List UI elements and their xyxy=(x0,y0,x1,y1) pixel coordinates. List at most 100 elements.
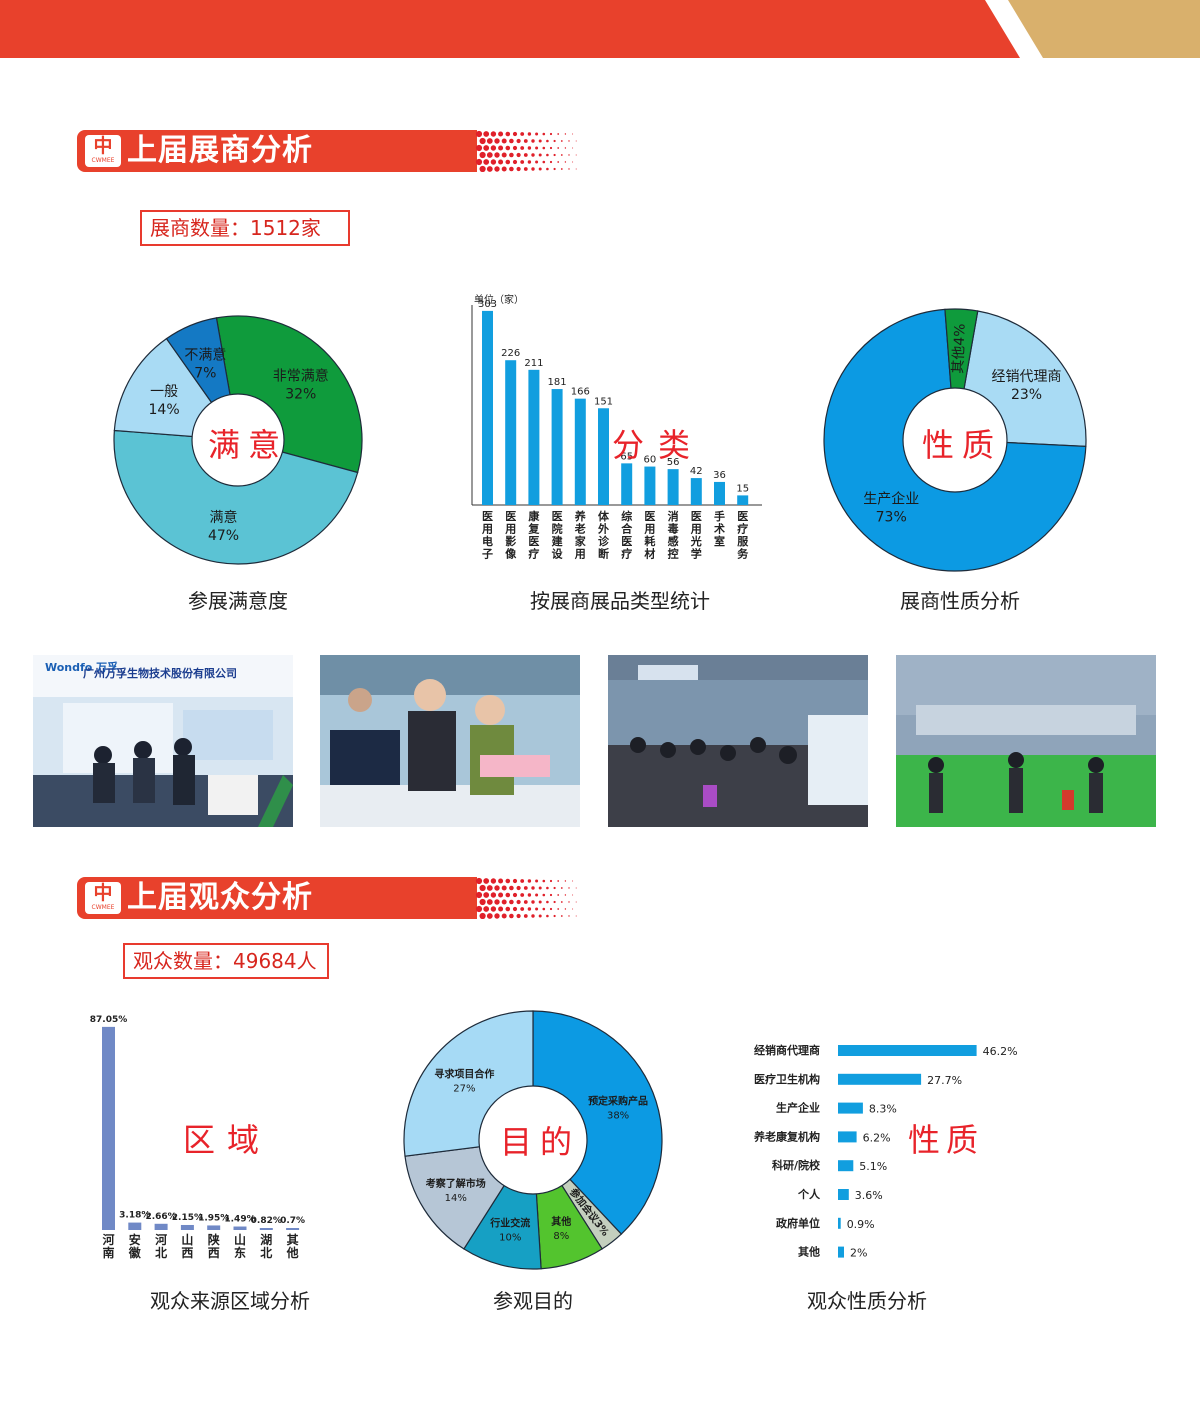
bar-value-2: 2.66% xyxy=(145,1212,176,1222)
category-label-5: 断 xyxy=(598,547,609,561)
bar-0 xyxy=(838,1045,977,1056)
donut-hole xyxy=(902,387,1008,493)
pie-value-2: 8% xyxy=(553,1231,569,1242)
bar-7 xyxy=(838,1246,844,1258)
category-label-5: 个人 xyxy=(797,1187,821,1201)
category-label-10: 室 xyxy=(714,534,725,548)
category-label-7: 他 xyxy=(286,1245,299,1260)
bar-value-5: 151 xyxy=(594,396,613,407)
pie-label-0: 非常满意 xyxy=(273,368,329,385)
category-label-7: 其 xyxy=(287,1232,299,1247)
pie-label-0: 预定采购产品 xyxy=(588,1094,648,1107)
bar-11 xyxy=(737,495,749,505)
pie-label-1: 满意 xyxy=(210,509,238,526)
bar-1 xyxy=(505,360,517,505)
bar-6 xyxy=(259,1228,273,1230)
category-label-3: 院 xyxy=(552,522,563,536)
category-label-5: 诊 xyxy=(598,534,610,548)
category-label-4: 用 xyxy=(575,548,586,561)
category-label-9: 学 xyxy=(691,547,702,561)
category-label-2: 北 xyxy=(155,1245,167,1260)
category-label-1: 医 xyxy=(505,510,516,523)
donut-hole xyxy=(478,1085,588,1195)
category-label-9: 光 xyxy=(690,534,702,548)
pie-value-2: 14% xyxy=(149,402,180,418)
category-label-1: 医疗卫生机构 xyxy=(754,1072,820,1086)
category-label-5: 体 xyxy=(598,509,610,523)
bar-5 xyxy=(233,1226,247,1230)
category-label-2: 生产企业 xyxy=(776,1101,820,1115)
bar-4 xyxy=(574,398,586,505)
bar-value-6: 65 xyxy=(620,451,633,462)
bar-6 xyxy=(838,1217,841,1229)
bar-1 xyxy=(838,1073,922,1085)
category-label-10: 手 xyxy=(714,509,725,523)
category-label-4: 养 xyxy=(574,509,587,523)
bar-value-4: 166 xyxy=(571,387,590,398)
nature-donut-chart: 经销代理商 23% 生产企业 73% 其他4% xyxy=(823,308,1087,572)
bar-5 xyxy=(598,408,609,505)
center-word-visitor-nature: 性质 xyxy=(908,1121,985,1159)
bar-value-2: 8.3% xyxy=(869,1103,897,1116)
halftone-dots xyxy=(475,877,577,919)
pie-value-5: 27% xyxy=(453,1083,475,1094)
category-label-3: 建 xyxy=(552,534,564,548)
category-label-11: 务 xyxy=(737,547,749,561)
category-label-0: 南 xyxy=(102,1245,114,1260)
caption-nature: 展商性质分析 xyxy=(900,589,1020,613)
category-label-6: 医 xyxy=(621,535,632,548)
bar-2 xyxy=(154,1223,168,1230)
section-header-exhibitors: 中 CWMEE 上届展商分析 xyxy=(77,130,577,172)
bar-3 xyxy=(838,1131,857,1143)
category-label-1: 像 xyxy=(505,547,517,561)
category-label-9: 用 xyxy=(691,523,702,536)
bar-value-7: 60 xyxy=(644,455,657,466)
center-word-category: 分类 xyxy=(612,426,705,464)
category-label-0: 用 xyxy=(482,523,493,536)
bar-value-6: 0.82% xyxy=(251,1216,282,1226)
bar-value-4: 5.1% xyxy=(859,1160,887,1173)
pie-label-2: 一般 xyxy=(150,384,178,400)
svg-text:Wondfo 万孚: Wondfo 万孚 xyxy=(45,660,118,674)
bar-value-1: 3.18% xyxy=(119,1211,150,1221)
category-label-7: 耗 xyxy=(644,534,655,548)
category-label-6: 疗 xyxy=(621,547,632,561)
category-label-1: 影 xyxy=(505,534,516,548)
pie-value-3: 10% xyxy=(499,1233,521,1244)
bar-2 xyxy=(528,369,540,505)
category-label-0: 医 xyxy=(482,510,493,523)
bar-value-5: 3.6% xyxy=(855,1189,883,1202)
category-label-1: 安 xyxy=(129,1232,141,1247)
pie-slice-1 xyxy=(113,429,359,565)
bar-value-9: 42 xyxy=(690,466,703,477)
satisfaction-donut-chart: 非常满意 32% 满意 47% 一般 14% 不满意 7% xyxy=(113,315,363,565)
visitor-count: 观众数量：49684人 xyxy=(123,943,329,979)
pie-value-4: 14% xyxy=(445,1193,467,1204)
category-label-2: 复 xyxy=(527,522,540,536)
category-label-6: 政府单位 xyxy=(776,1216,820,1230)
bar-7 xyxy=(644,466,656,505)
bar-6 xyxy=(621,463,633,505)
category-label-4: 西 xyxy=(208,1246,220,1260)
center-word-region: 区域 xyxy=(183,1121,272,1159)
category-label-8: 控 xyxy=(668,547,679,561)
category-label-2: 疗 xyxy=(528,547,539,561)
bar-value-7: 2% xyxy=(850,1247,867,1260)
bar-value-8: 56 xyxy=(667,457,680,468)
center-word-nature: 性质 xyxy=(922,426,1003,464)
photo-booth: Wondfo 万孚 广州万孚生物技术股份有限公司 xyxy=(33,655,293,827)
section-header-visitors: 中 CWMEE 上届观众分析 xyxy=(77,877,577,919)
category-label-8: 感 xyxy=(668,534,679,548)
category-label-2: 医 xyxy=(528,535,539,548)
pie-label-3: 不满意 xyxy=(184,347,226,364)
bar-value-6: 0.9% xyxy=(847,1218,875,1231)
bar-4 xyxy=(838,1160,854,1172)
category-label-3: 医 xyxy=(552,510,563,523)
caption-region: 观众来源区域分析 xyxy=(150,1289,310,1313)
bar-value-3: 6.2% xyxy=(863,1131,891,1144)
unit-label: 单位（家） xyxy=(474,293,524,306)
pie-value-0: 38% xyxy=(607,1110,629,1121)
halftone-dots xyxy=(475,130,577,172)
category-bar-chart: 单位（家）303医用电子226医用影像211康复医疗181医院建设166养老家用… xyxy=(471,293,762,561)
